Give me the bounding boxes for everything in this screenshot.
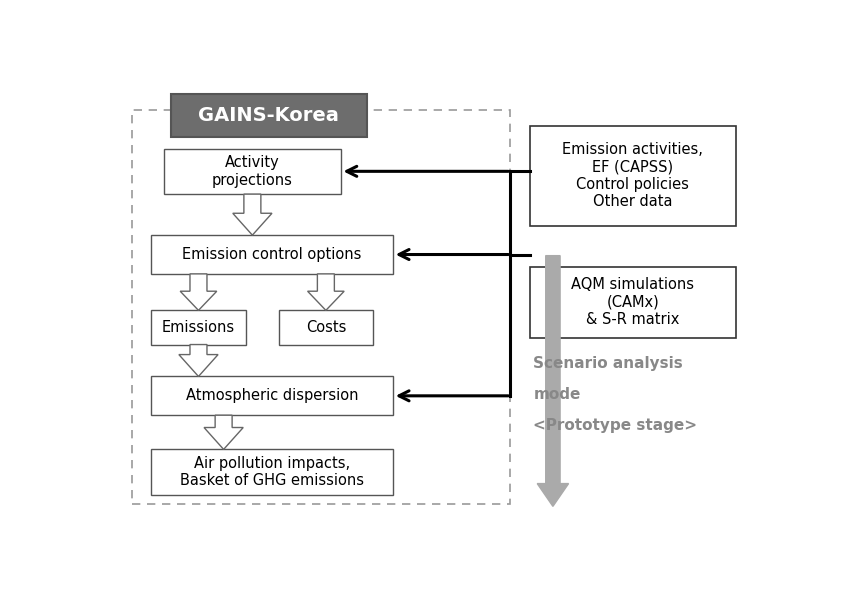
Text: Scenario analysis: Scenario analysis	[534, 356, 683, 371]
Text: AQM simulations
(CAMx)
& S-R matrix: AQM simulations (CAMx) & S-R matrix	[572, 278, 695, 327]
Text: Activity
projections: Activity projections	[212, 155, 293, 188]
Bar	[530, 126, 736, 226]
Text: Air pollution impacts,
Basket of GHG emissions: Air pollution impacts, Basket of GHG emi…	[180, 456, 364, 488]
Bar	[530, 267, 736, 337]
Bar	[151, 310, 246, 345]
Text: Emission activities,
EF (CAPSS)
Control policies
Other data: Emission activities, EF (CAPSS) Control …	[562, 142, 703, 210]
Polygon shape	[204, 415, 244, 449]
Bar	[278, 310, 373, 345]
Polygon shape	[179, 345, 218, 377]
Text: Emission control options: Emission control options	[182, 247, 362, 262]
Bar	[151, 377, 393, 415]
Bar	[151, 235, 393, 274]
Bar	[170, 94, 367, 137]
Bar	[132, 110, 511, 504]
Bar	[164, 149, 341, 194]
Text: GAINS-Korea: GAINS-Korea	[198, 106, 339, 125]
FancyArrow shape	[537, 256, 568, 506]
Polygon shape	[233, 194, 272, 235]
Text: <Prototype stage>: <Prototype stage>	[534, 418, 697, 433]
Text: Atmospheric dispersion: Atmospheric dispersion	[185, 388, 358, 403]
Polygon shape	[180, 274, 217, 310]
Text: mode: mode	[534, 387, 581, 402]
Text: Emissions: Emissions	[162, 320, 235, 335]
Text: Costs: Costs	[306, 320, 346, 335]
Bar	[151, 449, 393, 495]
Polygon shape	[308, 274, 344, 310]
